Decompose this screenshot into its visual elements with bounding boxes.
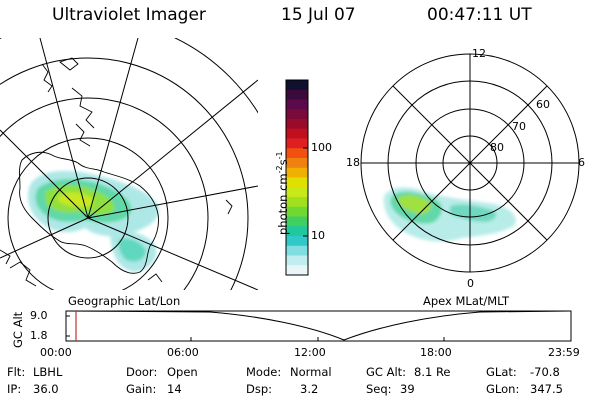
- geographic-map: [0, 38, 258, 290]
- ip-label: IP:: [7, 382, 22, 396]
- colorbar-segment: [286, 177, 308, 188]
- ip-value: 36.0: [33, 382, 59, 396]
- left-panel-label: Geographic Lat/Lon: [68, 294, 181, 308]
- gc-alt-label: GC Alt:: [366, 365, 407, 379]
- mlt-label-0: 0: [467, 277, 474, 290]
- colorbar: [285, 79, 309, 276]
- mlt-label-6: 6: [578, 156, 585, 169]
- colorbar-segment: [286, 216, 308, 227]
- seq-label: Seq:: [366, 382, 392, 396]
- right-panel-label: Apex MLat/MLT: [423, 294, 510, 308]
- colorbar-segment: [286, 265, 308, 276]
- colorbar-segment: [286, 187, 308, 198]
- glon-value: 347.5: [530, 382, 563, 396]
- timeline-ytick-low: 1.8: [30, 329, 48, 342]
- latitude-circles: [0, 38, 258, 290]
- mlt-label-18: 18: [346, 156, 360, 169]
- gc-alt-value: 8.1 Re: [414, 365, 451, 379]
- colorbar-segment: [286, 255, 308, 266]
- colorbar-segment: [286, 158, 308, 169]
- seq-value: 39: [400, 382, 415, 396]
- colorbar-segment: [286, 148, 308, 159]
- glon-label: GLon:: [486, 382, 520, 396]
- timeline-xtick-1200: 12:00: [294, 346, 326, 359]
- dsp-value: 3.2: [300, 382, 319, 396]
- filter-label: Flt:: [7, 365, 26, 379]
- image-time: 00:47:11 UT: [427, 5, 532, 25]
- colorbar-segment: [286, 197, 308, 208]
- colorbar-segment: [286, 128, 308, 140]
- timeline-ytick-high: 9.0: [30, 309, 48, 322]
- colorbar-segment: [286, 236, 308, 247]
- timeline-ylabel: GC Alt: [11, 311, 25, 348]
- door-label: Door:: [126, 365, 158, 379]
- image-date: 15 Jul 07: [281, 5, 356, 25]
- mlat-label-70: 70: [512, 120, 526, 133]
- aurora-emission-left: [28, 170, 159, 272]
- timeline-plot: [65, 310, 572, 342]
- aurora-emission-right: [383, 187, 516, 242]
- colorbar-segment: [286, 167, 308, 179]
- coastlines: [0, 57, 233, 287]
- mode-value: Normal: [290, 365, 332, 379]
- colorbar-segment: [286, 109, 308, 120]
- timeline-xtick-1800: 18:00: [420, 346, 452, 359]
- gc-alt-curve: [65, 310, 572, 341]
- apex-polar-plot: [360, 53, 580, 273]
- glat-label: GLat:: [486, 365, 517, 379]
- colorbar-segment: [286, 80, 308, 91]
- longitude-meridians: [0, 38, 258, 290]
- mlat-label-60: 60: [536, 98, 550, 111]
- colorbar-segment: [286, 245, 308, 257]
- glat-value: -70.8: [530, 365, 560, 379]
- mode-label: Mode:: [246, 365, 282, 379]
- timeline-xtick-2359: 23:59: [548, 346, 580, 359]
- gain-value: 14: [167, 382, 182, 396]
- filter-value: LBHL: [33, 365, 63, 379]
- colorbar-segment: [286, 99, 308, 110]
- door-value: Open: [167, 365, 198, 379]
- colorbar-segment: [286, 206, 308, 218]
- instrument-title: Ultraviolet Imager: [52, 5, 206, 25]
- mlt-meridians: [361, 54, 579, 272]
- timeline-xtick-0000: 00:00: [40, 346, 72, 359]
- colorbar-tick-10: 10: [311, 229, 325, 242]
- gain-label: Gain:: [126, 382, 157, 396]
- colorbar-segment: [286, 138, 308, 149]
- dsp-label: Dsp:: [246, 382, 273, 396]
- mlt-label-12: 12: [472, 47, 486, 60]
- colorbar-tick-100: 100: [311, 141, 332, 154]
- colorbar-segment: [286, 89, 308, 101]
- timeline-frame: [65, 310, 572, 342]
- colorbar-segment: [286, 226, 308, 237]
- colorbar-frame: [285, 79, 309, 276]
- timeline-xtick-0600: 06:00: [167, 346, 199, 359]
- colorbar-unit-label: photon cm-2s-1: [275, 151, 290, 235]
- colorbar-segment: [286, 119, 308, 130]
- timeline-ticks: [66, 315, 445, 341]
- mlat-label-80: 80: [490, 141, 504, 154]
